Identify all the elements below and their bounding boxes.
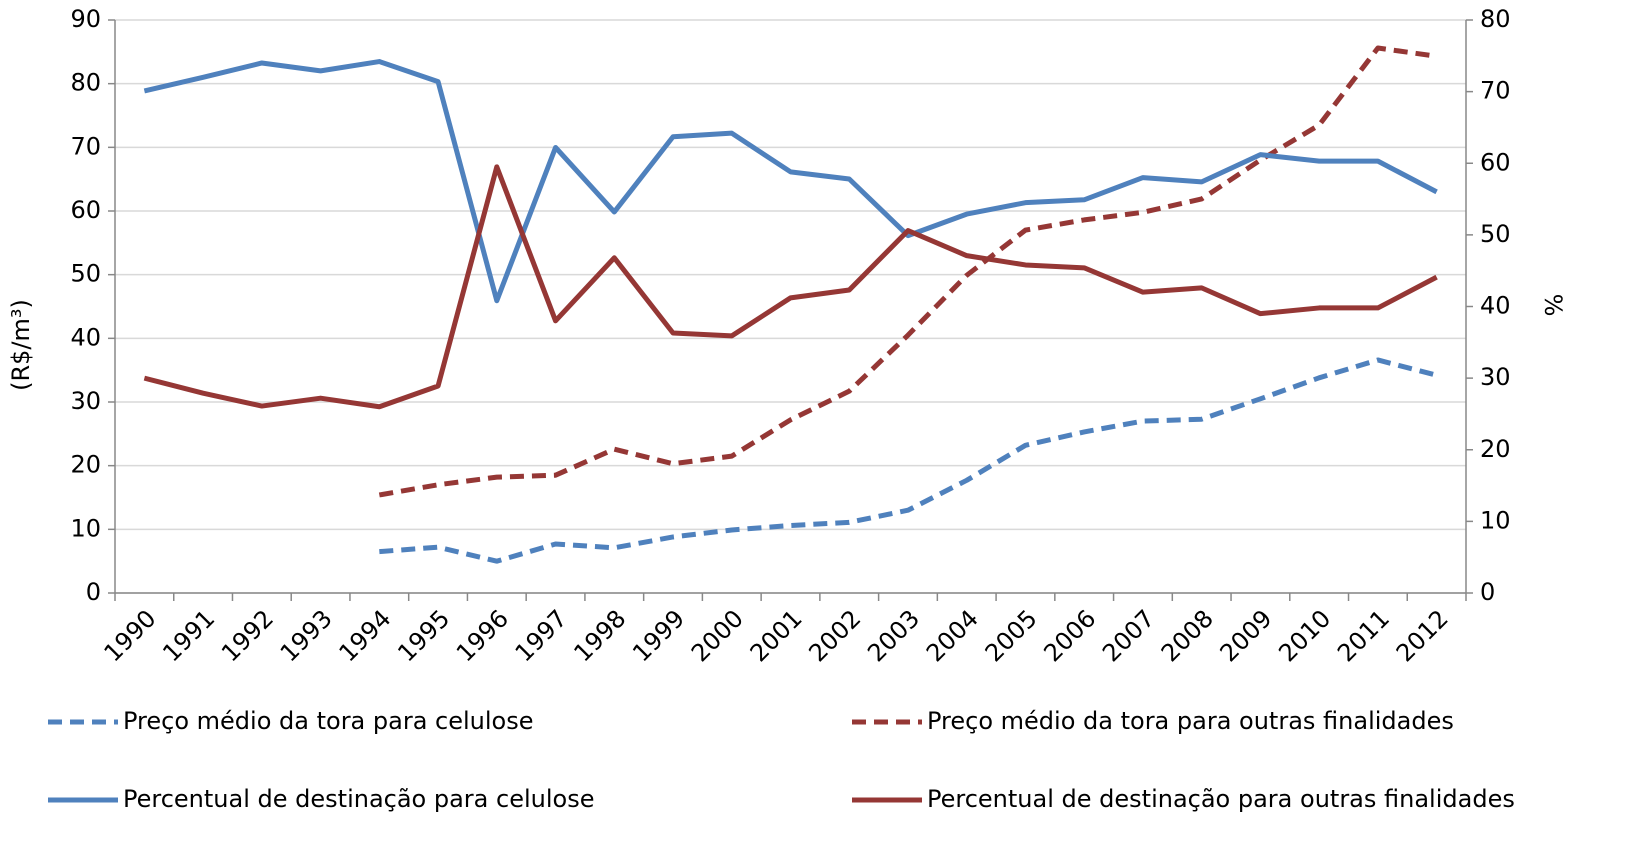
y2-tick-label: 30 [1480,363,1511,391]
x-tick-label: 2004 [921,604,984,667]
x-tick-label: 1999 [627,604,690,667]
y2-tick-label: 0 [1480,578,1495,606]
x-tick-label: 1997 [510,604,573,667]
y-tick-label: 60 [70,196,101,224]
y2-tick-label: 70 [1480,77,1511,105]
y2-tick-label: 40 [1480,292,1511,320]
y2-axis-label: % [1539,294,1567,317]
y-axis-label: (R$/m³) [7,299,35,391]
x-tick-label: 1994 [334,604,397,667]
x-tick-label: 2011 [1332,604,1395,667]
y-tick-label: 10 [70,514,101,542]
y-tick-label: 20 [70,451,101,479]
legend-label: Percentual de destinação para celulose [123,785,594,813]
x-tick-label: 2000 [686,604,749,667]
legend-label: Preço médio da tora para celulose [123,707,534,735]
y2-tick-label: 10 [1480,506,1511,534]
series-line [379,357,1438,564]
x-tick-label: 1998 [568,604,631,667]
y2-tick-label: 50 [1480,220,1511,248]
x-tick-label: 2003 [862,604,925,667]
y-tick-label: 0 [86,578,101,606]
x-tick-label: 2005 [980,604,1043,667]
legend-label: Percentual de destinação para outras fin… [927,785,1515,813]
y-tick-label: 90 [70,5,101,33]
x-tick-label: 2009 [1215,604,1278,667]
x-tick-label: 1996 [451,604,514,667]
x-tick-label: 2002 [803,604,866,667]
x-tick-label: 2010 [1273,604,1336,667]
series-line [143,164,1438,410]
x-tick-label: 2012 [1391,604,1454,667]
y-tick-label: 50 [70,260,101,288]
x-tick-label: 2006 [1038,604,1101,667]
x-tick-label: 2007 [1097,604,1160,667]
x-tick-label: 1995 [392,604,455,667]
x-tick-label: 1992 [216,604,279,667]
y-tick-label: 70 [70,132,101,160]
x-tick-label: 1993 [275,604,338,667]
x-tick-label: 2001 [745,604,808,667]
x-tick-label: 1990 [99,604,162,667]
y2-tick-label: 60 [1480,148,1511,176]
y2-tick-label: 20 [1480,435,1511,463]
y-tick-label: 30 [70,387,101,415]
y2-tick-label: 80 [1480,5,1511,33]
series-line [378,45,1437,498]
legend-label: Preço médio da tora para outras finalida… [927,707,1454,735]
y-tick-label: 40 [70,323,101,351]
x-tick-label: 2008 [1156,604,1219,667]
y-tick-label: 80 [70,69,101,97]
series-line [143,59,1438,304]
x-tick-label: 1991 [157,604,220,667]
